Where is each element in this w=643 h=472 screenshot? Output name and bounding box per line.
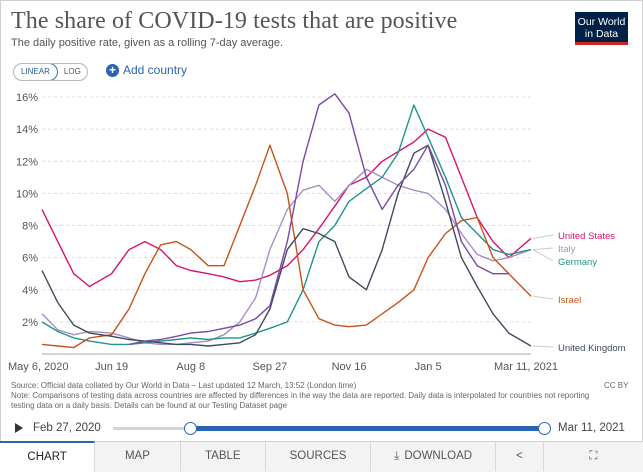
license-link[interactable]: CC BY — [604, 381, 629, 390]
legend-label: Italy — [558, 244, 576, 255]
x-tick-label: Jan 5 — [415, 361, 442, 373]
legend-label: United States — [558, 231, 615, 242]
tab-table[interactable]: TABLE — [181, 442, 266, 471]
x-tick-label: Nov 16 — [332, 361, 367, 373]
legend-leader-line — [532, 295, 554, 300]
tab-download-label: DOWNLOAD — [404, 450, 473, 462]
share-button[interactable]: < — [496, 442, 544, 471]
series-line — [41, 144, 532, 347]
legend-leader-line — [532, 345, 554, 348]
timeline-selected-range[interactable] — [190, 426, 544, 431]
legend-leader-line — [532, 234, 554, 239]
tab-chart[interactable]: CHART — [0, 441, 96, 472]
legend-leader-line — [532, 249, 554, 262]
y-tick-label: 4% — [22, 285, 38, 297]
y-tick-label: 2% — [22, 317, 38, 329]
logo-line-2: in Data — [584, 28, 619, 40]
y-tick-label: 8% — [22, 221, 38, 233]
logo-accent-bar — [575, 42, 628, 45]
x-tick-label: May 6, 2020 — [8, 361, 69, 373]
series-line — [128, 93, 509, 346]
logo-line-1: Our World — [577, 16, 626, 28]
add-country-button[interactable]: + Add country — [106, 63, 187, 77]
y-tick-label: 6% — [22, 253, 38, 265]
scale-log-button[interactable]: LOG — [63, 67, 81, 76]
note-text: Note: Comparisons of testing data across… — [11, 391, 590, 410]
x-tick-label: Sep 27 — [252, 361, 287, 373]
download-icon: ⤓ — [394, 450, 400, 462]
timeline-end-date: Mar 11, 2021 — [558, 422, 625, 434]
tab-sources[interactable]: SOURCES — [266, 442, 372, 471]
source-text: Source: Official data collated by Our Wo… — [11, 381, 357, 390]
chart-subtitle: The daily positive rate, given as a roll… — [11, 37, 284, 49]
scale-linear-button[interactable]: LINEAR — [13, 64, 58, 80]
chart-title: The share of COVID-19 tests that are pos… — [11, 8, 458, 34]
line-chart: 2% 4% 6% 8% 10% 12% 14% 16% May 6, 2020 Jun 19 Aug… — [8, 92, 626, 373]
plus-icon: + — [106, 63, 119, 77]
legend-leader-line — [532, 247, 554, 251]
series-line — [41, 128, 532, 288]
tab-map[interactable]: MAP — [95, 442, 181, 471]
tab-download[interactable]: ⤓ DOWNLOAD — [371, 442, 497, 471]
footnote: Source: Official data collated by Our Wo… — [11, 381, 611, 411]
x-tick-label: Jun 19 — [95, 361, 128, 373]
legend-label: Israel — [558, 295, 581, 306]
y-tick-label: 12% — [16, 156, 38, 168]
series-line — [41, 144, 532, 349]
timeline-track[interactable] — [113, 427, 190, 430]
owid-logo[interactable]: Our World in Data — [575, 12, 628, 42]
timeline-start-date: Feb 27, 2020 — [33, 422, 101, 434]
y-tick-label: 10% — [16, 188, 38, 200]
x-tick-label: Aug 8 — [176, 361, 205, 373]
series-line — [41, 168, 532, 346]
legend-label: United Kingdom — [558, 343, 626, 354]
scale-toggle: LINEAR LOG — [13, 63, 88, 81]
add-country-label: Add country — [123, 63, 188, 77]
timeline-end-handle[interactable] — [538, 422, 551, 435]
play-icon[interactable] — [15, 423, 23, 433]
fullscreen-icon: ⛶ — [589, 450, 598, 462]
y-tick-label: 16% — [16, 92, 38, 104]
timeline: Feb 27, 2020 Mar 11, 2021 — [0, 416, 643, 440]
share-icon: < — [516, 450, 523, 462]
fullscreen-button[interactable]: ⛶ — [544, 442, 643, 471]
y-tick-label: 14% — [16, 124, 38, 136]
series-line — [41, 104, 532, 346]
legend-label: Germany — [558, 257, 597, 268]
tab-bar: CHART MAP TABLE SOURCES ⤓ DOWNLOAD < ⛶ — [0, 441, 643, 472]
x-tick-label: Mar 11, 2021 — [494, 361, 558, 373]
timeline-start-handle[interactable] — [184, 422, 197, 435]
